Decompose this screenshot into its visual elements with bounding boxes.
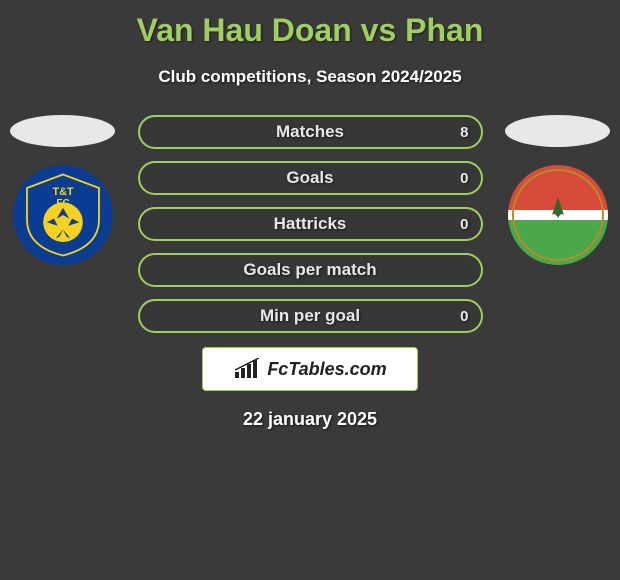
brand-chart-icon <box>233 358 261 380</box>
stat-row-matches: Matches 8 <box>138 115 483 149</box>
right-badge-svg <box>528 185 588 245</box>
left-player-avatar <box>10 115 115 147</box>
brand-box[interactable]: FcTables.com <box>202 347 418 391</box>
subtitle: Club competitions, Season 2024/2025 <box>0 67 620 87</box>
right-player-column <box>503 115 613 265</box>
page-title: Van Hau Doan vs Phan <box>0 0 620 49</box>
stat-row-goals: Goals 0 <box>138 161 483 195</box>
stat-right-value: 0 <box>460 216 468 233</box>
stat-right-value: 0 <box>460 170 468 187</box>
stat-label: Goals per match <box>243 260 376 280</box>
stats-column: Matches 8 Goals 0 Hattricks 0 Goals per … <box>138 115 483 333</box>
stat-row-goals-per-match: Goals per match <box>138 253 483 287</box>
left-club-badge: T&T FC <box>13 165 113 265</box>
left-badge-svg: T&T FC <box>18 170 108 260</box>
stat-right-value: 8 <box>460 124 468 141</box>
stat-label: Goals <box>286 168 333 188</box>
right-club-badge <box>508 165 608 265</box>
date-text: 22 january 2025 <box>0 409 620 430</box>
stat-label: Matches <box>276 122 344 142</box>
stat-row-min-per-goal: Min per goal 0 <box>138 299 483 333</box>
stat-right-value: 0 <box>460 308 468 325</box>
svg-text:T&T: T&T <box>52 186 73 198</box>
stat-label: Min per goal <box>260 306 360 326</box>
left-player-column: T&T FC <box>8 115 118 265</box>
stat-row-hattricks: Hattricks 0 <box>138 207 483 241</box>
comparison-row: T&T FC Matches 8 Goals 0 Hattricks 0 Goa… <box>0 115 620 333</box>
stat-label: Hattricks <box>274 214 347 234</box>
brand-text: FcTables.com <box>267 359 386 380</box>
right-player-avatar <box>505 115 610 147</box>
svg-text:FC: FC <box>56 198 69 209</box>
